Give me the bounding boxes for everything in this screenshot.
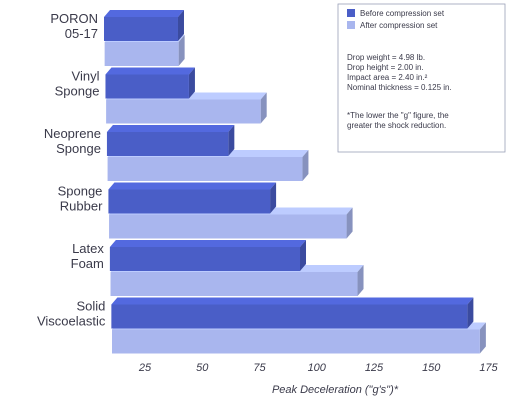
bar-after-1-front (106, 99, 261, 124)
bar-before-5-top (111, 297, 474, 305)
bar-before-4-top (109, 240, 307, 247)
bar-before-5 (111, 297, 474, 329)
bar-after-5-front (112, 329, 480, 354)
category-label-4: Latex Foam (71, 241, 105, 271)
bar-before-4-side (300, 240, 307, 271)
x-tick-150: 150 (422, 362, 441, 374)
x-tick-100: 100 (308, 362, 327, 374)
bar-after-3-front (109, 214, 347, 239)
bar-before-1 (105, 67, 195, 99)
bar-before-0-top (104, 10, 184, 17)
bar-before-2-front (106, 132, 229, 156)
bar-before-3 (108, 182, 277, 214)
bar-before-4-front (109, 247, 301, 271)
bar-after-0-side (178, 35, 185, 66)
bar-after-2-front (107, 157, 303, 181)
x-tick-50: 50 (196, 362, 209, 374)
bar-after-1-side (260, 92, 267, 124)
bar-before-3-top (108, 182, 277, 190)
footnote-line-0: *The lower the "g" figure, the (347, 111, 449, 120)
bars-layer (104, 10, 486, 354)
bar-after-5-side (479, 322, 486, 354)
bar-before-1-top (105, 67, 195, 75)
x-axis-ticks: 25 50 75 100 125 150 175 (138, 362, 499, 374)
test-note-2: Impact area = 2.40 in.² (347, 73, 428, 82)
test-note-1: Drop height = 2.00 in. (347, 63, 424, 72)
x-tick-125: 125 (365, 362, 384, 374)
bar-after-3-side (346, 207, 353, 239)
x-axis-title: Peak Deceleration ("g's")* (272, 384, 399, 396)
bar-after-4-side (357, 265, 364, 296)
bar-before-2-side (228, 125, 235, 156)
legend-swatch-0 (347, 9, 355, 17)
bar-before-0-front (104, 17, 178, 41)
legend-frame (337, 3, 506, 153)
bar-before-4 (109, 240, 307, 271)
legend-label-1: After compression set (360, 21, 438, 30)
bar-before-2-top (106, 125, 235, 132)
x-tick-75: 75 (253, 362, 266, 374)
bar-after-4-front (110, 272, 358, 296)
category-labels: PORON 05-17 Vinyl Sponge Neoprene Sponge Spong… (37, 11, 106, 329)
category-label-3: Sponge Rubber (58, 184, 103, 214)
legend-box: Before compression set After compression … (337, 3, 506, 153)
footnote-line-1: greater the shock reduction. (347, 121, 446, 130)
bar-after-0-front (104, 42, 179, 66)
x-tick-25: 25 (138, 362, 152, 374)
bar-before-5-front (111, 304, 468, 329)
bar-before-3-front (108, 189, 271, 214)
test-note-0: Drop weight = 4.98 lb. (347, 53, 425, 62)
legend-label-0: Before compression set (360, 9, 445, 18)
category-label-1: Vinyl Sponge (55, 69, 100, 99)
x-tick-175: 175 (479, 362, 498, 374)
test-note-3: Nominal thickness = 0.125 in. (347, 83, 452, 92)
bar-after-2-side (302, 150, 309, 181)
bar-before-0 (104, 10, 184, 41)
bar-before-1-side (188, 67, 195, 99)
bar-before-0-side (177, 10, 184, 41)
category-label-0: PORON 05-17 (50, 11, 98, 41)
legend-swatch-1 (347, 21, 355, 29)
bar-before-5-side (467, 297, 474, 329)
bar-before-1-front (105, 74, 189, 99)
bar-before-3-side (270, 182, 277, 214)
category-label-5: Solid Viscoelastic (37, 299, 106, 329)
category-label-2: Neoprene Sponge (44, 126, 101, 156)
bar-before-2 (106, 125, 235, 156)
